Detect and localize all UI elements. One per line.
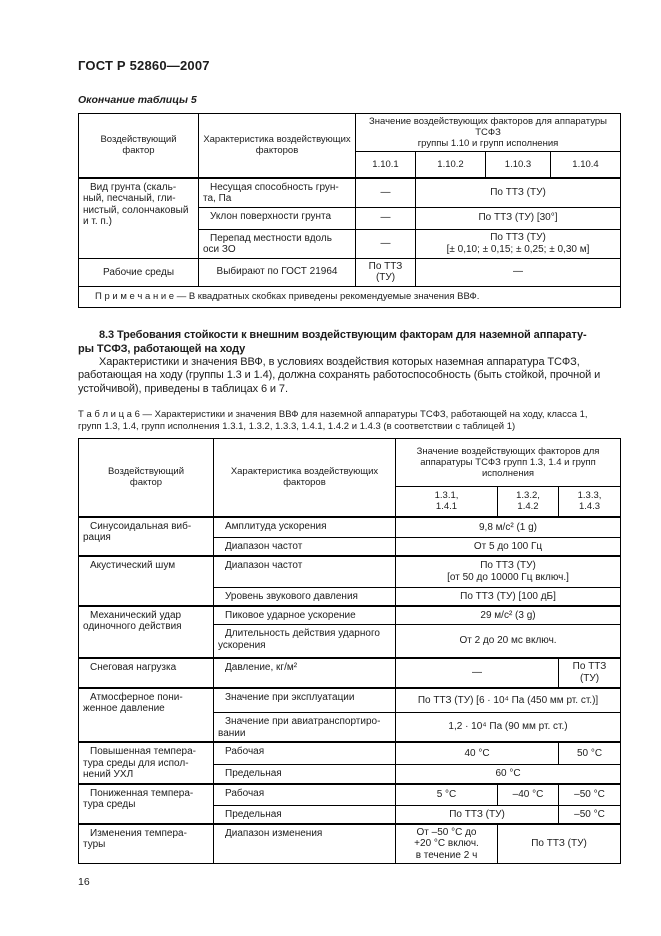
characteristic-cell: Пиковое ударное ускорение bbox=[213, 604, 396, 625]
value-cell: 1,2 · 10⁴ Па (90 мм рт. ст.) bbox=[394, 712, 622, 743]
characteristic-cell: Предельная bbox=[213, 805, 396, 824]
value-cell: По ТТЗ (ТУ) [100 дБ] bbox=[394, 587, 622, 606]
value-cell: По ТТЗ (ТУ) bbox=[557, 656, 622, 688]
value-cell: — bbox=[414, 257, 622, 287]
factor-cell: Повышенная темпера- тура среды для испол… bbox=[78, 741, 214, 784]
table6-header-factor: Воздействующий фактор bbox=[78, 438, 214, 517]
factor-cell: Акустический шум bbox=[78, 554, 214, 606]
table5-subcol-header: 1.10.1 bbox=[355, 151, 416, 178]
value-cell: 40 °С bbox=[395, 741, 559, 766]
factor-cell: Синусоидальная виб- рация bbox=[78, 515, 214, 556]
table5-header-characteristic: Характеристика воздействующих факторов bbox=[198, 113, 356, 178]
value-cell: От –50 °С до +20 °С включ. в течение 2 ч bbox=[395, 822, 498, 864]
table5-note: П р и м е ч а н и е — В квадратных скобк… bbox=[77, 285, 622, 308]
characteristic-cell: Уклон поверхности грунта bbox=[198, 206, 356, 230]
table6-header-characteristic: Характеристика воздействующих факторов bbox=[213, 438, 396, 517]
factor-cell: Рабочие среды bbox=[78, 257, 199, 287]
table5-header-values-group: Значение воздействующих факторов для апп… bbox=[354, 113, 622, 152]
value-cell: –40 °С bbox=[497, 782, 559, 806]
value-cell: — bbox=[395, 656, 559, 688]
value-cell: 50 °С bbox=[557, 741, 622, 766]
value-cell: По ТТЗ (ТУ) [от 50 до 10000 Гц включ.] bbox=[394, 554, 622, 588]
characteristic-cell: Рабочая bbox=[213, 741, 396, 766]
characteristic-cell: Диапазон частот bbox=[213, 554, 396, 588]
table5-continuation-caption: Окончание таблицы 5 bbox=[78, 94, 197, 106]
value-cell: –50 °С bbox=[557, 782, 622, 806]
section-heading: 8.3 Требования стойкости к внешним возде… bbox=[78, 328, 587, 355]
characteristic-cell: Амплитуда ускорения bbox=[213, 515, 396, 538]
value-cell: 29 м/с² (3 g) bbox=[394, 604, 622, 625]
factor-cell: Вид грунта (скаль- ный, песчаный, гли- н… bbox=[78, 176, 199, 259]
factor-cell: Снеговая нагрузка bbox=[78, 656, 214, 688]
characteristic-cell: Диапазон изменения bbox=[213, 822, 396, 864]
value-cell: По ТТЗ (ТУ) bbox=[414, 176, 622, 208]
value-cell: По ТТЗ (ТУ) bbox=[355, 257, 416, 287]
value-cell: 9,8 м/с² (1 g) bbox=[394, 515, 622, 538]
factor-cell: Атмосферное пони- женное давление bbox=[78, 686, 214, 743]
table6-subcol-header: 1.3.3, 1.4.3 bbox=[557, 486, 622, 517]
table5-subcol-header: 1.10.3 bbox=[485, 151, 551, 178]
table6-subcol-header: 1.3.2, 1.4.2 bbox=[497, 486, 559, 517]
characteristic-cell: Давление, кг/м² bbox=[213, 656, 396, 688]
table5-subcol-header: 1.10.4 bbox=[549, 151, 622, 178]
characteristic-cell: Уровень звукового давления bbox=[213, 587, 396, 606]
value-cell: По ТТЗ (ТУ) bbox=[496, 822, 622, 864]
characteristic-cell: Значение при эксплуатации bbox=[213, 686, 396, 713]
characteristic-cell: Диапазон частот bbox=[213, 537, 396, 556]
table5: Воздействующий фактор Характеристика воз… bbox=[77, 113, 622, 308]
value-cell: От 2 до 20 мс включ. bbox=[394, 624, 622, 658]
value-cell: По ТТЗ (ТУ) [30°] bbox=[414, 206, 622, 230]
page-number: 16 bbox=[78, 876, 90, 888]
table5-subcol-header: 1.10.2 bbox=[415, 151, 486, 178]
value-cell: От 5 до 100 Гц bbox=[394, 537, 622, 556]
factor-cell: Пониженная темпера- тура среды bbox=[78, 782, 214, 824]
characteristic-cell: Выбирают по ГОСТ 21964 bbox=[198, 257, 356, 287]
value-cell: 5 °С bbox=[395, 782, 498, 806]
section-paragraph: Характеристики и значения ВВФ, в условия… bbox=[78, 355, 601, 395]
value-cell: По ТТЗ (ТУ) bbox=[395, 805, 559, 824]
table5-header-factor: Воздействующий фактор bbox=[78, 113, 199, 178]
characteristic-cell: Значение при авиатранспортиро- вании bbox=[213, 712, 396, 743]
value-cell: –50 °С bbox=[557, 805, 622, 824]
characteristic-cell: Рабочая bbox=[213, 782, 396, 806]
factor-cell: Механический удар одиночного действия bbox=[78, 604, 214, 658]
table6: Воздействующий фактор Характеристика воз… bbox=[78, 438, 622, 864]
characteristic-cell: Длительность действия ударного ускорения bbox=[213, 624, 396, 658]
value-cell: — bbox=[355, 206, 416, 230]
table6-subcol-header: 1.3.1, 1.4.1 bbox=[395, 486, 498, 517]
characteristic-cell: Несущая способность грун- та, Па bbox=[198, 176, 356, 208]
characteristic-cell: Перепад местности вдоль оси ЗО bbox=[198, 228, 356, 259]
value-cell: По ТТЗ (ТУ) [6 · 10⁴ Па (450 мм рт. ст.)… bbox=[394, 686, 622, 713]
table6-header-values-group: Значение воздействующих факторов для апп… bbox=[394, 438, 622, 487]
doc-header: ГОСТ Р 52860—2007 bbox=[78, 58, 210, 73]
value-cell: — bbox=[355, 228, 416, 259]
characteristic-cell: Предельная bbox=[213, 764, 396, 784]
table6-caption: Т а б л и ц а 6 — Характеристики и значе… bbox=[78, 409, 588, 432]
value-cell: 60 °С bbox=[394, 764, 622, 784]
factor-cell: Изменения темпера- туры bbox=[78, 822, 214, 864]
value-cell: — bbox=[355, 176, 416, 208]
value-cell: По ТТЗ (ТУ) [± 0,10; ± 0,15; ± 0,25; ± 0… bbox=[414, 228, 622, 259]
